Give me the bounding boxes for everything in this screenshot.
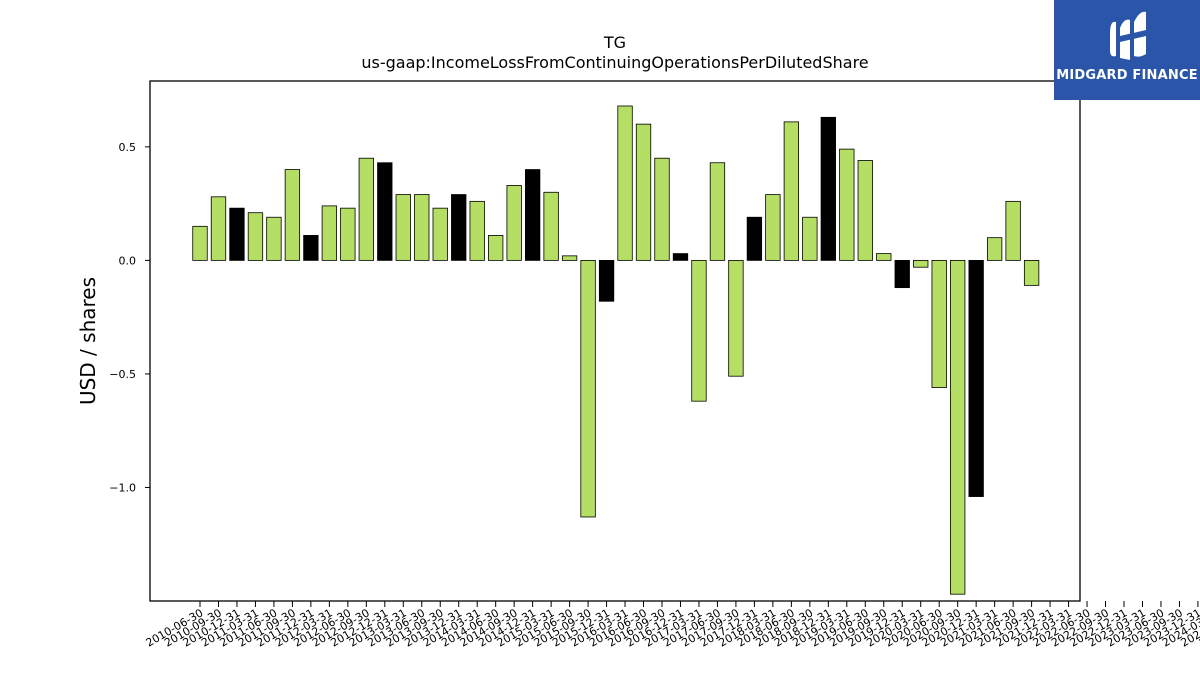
bar bbox=[358, 157, 374, 261]
bar bbox=[321, 205, 338, 261]
bar bbox=[1023, 259, 1040, 286]
y-axis-label: USD / shares bbox=[76, 277, 100, 405]
bar bbox=[857, 160, 873, 261]
bar bbox=[451, 194, 467, 261]
bar bbox=[524, 169, 541, 261]
bar bbox=[192, 225, 208, 261]
bar bbox=[654, 157, 670, 261]
bar bbox=[635, 123, 652, 261]
bar bbox=[580, 259, 596, 518]
midgard-monogram-icon bbox=[1110, 11, 1146, 60]
bar bbox=[395, 194, 411, 261]
y-tick-label: −1.0 bbox=[109, 481, 136, 494]
bar bbox=[303, 235, 319, 261]
bar bbox=[913, 259, 929, 268]
bars-group bbox=[192, 105, 1040, 595]
bar bbox=[506, 185, 522, 261]
bar bbox=[561, 255, 578, 261]
y-tick-label: 0.5 bbox=[119, 141, 137, 154]
bar bbox=[802, 216, 818, 261]
brand-name: MIDGARD FINANCE bbox=[1056, 68, 1198, 83]
bar bbox=[950, 259, 966, 595]
bar bbox=[691, 259, 707, 402]
bar bbox=[247, 212, 264, 261]
bar bbox=[432, 207, 448, 261]
brand-logo: MIDGARD FINANCE bbox=[1054, 0, 1200, 100]
bar bbox=[986, 237, 1003, 261]
bar bbox=[210, 196, 227, 261]
y-tick-label: 0.0 bbox=[119, 254, 137, 267]
bar bbox=[469, 200, 485, 261]
bar bbox=[543, 191, 559, 261]
bar bbox=[377, 162, 393, 261]
bar bbox=[968, 259, 984, 497]
bar bbox=[931, 259, 947, 388]
bar bbox=[783, 121, 800, 261]
plot-frame bbox=[149, 80, 1081, 602]
bar bbox=[746, 216, 763, 261]
bar bbox=[820, 116, 836, 261]
bar bbox=[340, 207, 356, 261]
bar bbox=[728, 259, 744, 377]
bar bbox=[229, 207, 245, 261]
y-tick-label: −0.5 bbox=[109, 368, 136, 381]
bar bbox=[488, 235, 504, 261]
y-ticks-group: 0.5 0.0 −0.5 −1.0 bbox=[109, 141, 150, 494]
bar bbox=[1005, 200, 1021, 261]
chart-title: TG bbox=[603, 33, 626, 52]
bar bbox=[765, 194, 781, 261]
x-ticks-group: 2010-06-302010-09-302010-12-312011-03-31… bbox=[144, 601, 1200, 650]
bar bbox=[598, 259, 615, 302]
bar bbox=[284, 169, 301, 261]
bar bbox=[266, 216, 282, 261]
bar bbox=[839, 148, 855, 261]
bar bbox=[617, 105, 633, 261]
bar bbox=[876, 253, 892, 261]
chart-subtitle: us-gaap:IncomeLossFromContinuingOperatio… bbox=[361, 53, 868, 72]
bar bbox=[709, 162, 726, 261]
bar bbox=[672, 253, 689, 261]
bar bbox=[414, 194, 430, 261]
bar bbox=[894, 259, 910, 289]
